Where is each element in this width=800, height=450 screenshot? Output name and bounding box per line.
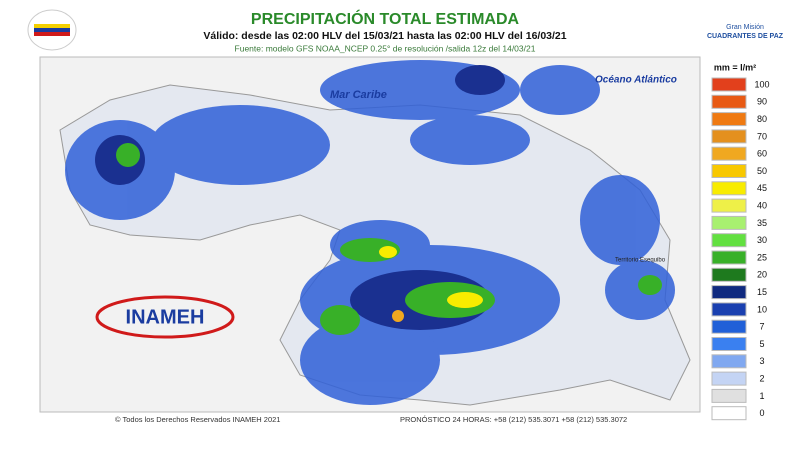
legend-label: 2 (759, 373, 764, 383)
legend-label: 50 (757, 166, 767, 176)
flag-logo (27, 9, 77, 51)
legend-label: 60 (757, 149, 767, 159)
title: PRECIPITACIÓN TOTAL ESTIMADA (251, 9, 520, 28)
legend-swatch (711, 250, 747, 265)
legend-label: 15 (757, 287, 767, 297)
legend-label: 5 (759, 339, 764, 349)
legend-swatch (711, 181, 747, 196)
legend-swatch (711, 112, 747, 127)
legend-label: 3 (759, 356, 764, 366)
legend-swatch (711, 319, 747, 334)
map (39, 56, 701, 413)
legend-swatch (711, 371, 747, 386)
legend-swatch (711, 388, 747, 403)
legend-label: 35 (757, 218, 767, 228)
legend-swatch (711, 337, 747, 351)
legend-label: 30 (757, 235, 767, 245)
legend-swatch (711, 77, 747, 92)
legend-label: 20 (757, 270, 767, 280)
copyright: © Todos los Derechos Reservados INAMEH 2… (115, 415, 280, 424)
legend-label: 25 (757, 252, 767, 262)
legend-label: 90 (757, 97, 767, 107)
legend-label: 10 (757, 304, 767, 314)
legend-swatch (711, 164, 747, 178)
legend-swatch (711, 285, 747, 300)
legend-swatch (711, 354, 747, 369)
region-label: Territorio Esequibo (615, 258, 666, 264)
partner-name: CUADRANTES DE PAZ (707, 33, 784, 40)
legend-swatch (711, 233, 747, 248)
legend-label: 0 (759, 408, 764, 418)
legend-swatch (711, 94, 747, 109)
legend-label: 70 (757, 131, 767, 141)
legend-swatch (711, 267, 747, 282)
legend-label: 40 (757, 200, 767, 210)
partner: Gran Misión (726, 24, 764, 31)
subtitle: Válido: desde las 02:00 HLV del 15/03/21… (203, 30, 566, 42)
legend-swatch (711, 198, 747, 213)
legend-label: 1 (759, 391, 764, 401)
legend-swatch (711, 215, 747, 230)
legend-swatch (711, 406, 747, 421)
sea-label: Mar Caribe (330, 89, 387, 101)
legend-label: 80 (757, 114, 767, 124)
legend-unit: mm = l/m² (714, 62, 756, 72)
ocean-label: Océano Atlántico (595, 75, 677, 86)
inameh-logo (95, 295, 235, 339)
logo-text: INAMEH (126, 306, 205, 328)
legend-label: 45 (757, 183, 767, 193)
legend-swatch (711, 146, 747, 161)
legend-swatch (711, 129, 747, 144)
contact: PRONÓSTICO 24 HORAS: +58 (212) 535.3071 … (400, 415, 627, 424)
legend-label: 100 (754, 79, 769, 89)
legend-label: 7 (759, 322, 764, 332)
source: Fuente: modelo GFS NOAA_NCEP 0.25° de re… (235, 43, 536, 53)
legend-swatch (711, 302, 747, 317)
